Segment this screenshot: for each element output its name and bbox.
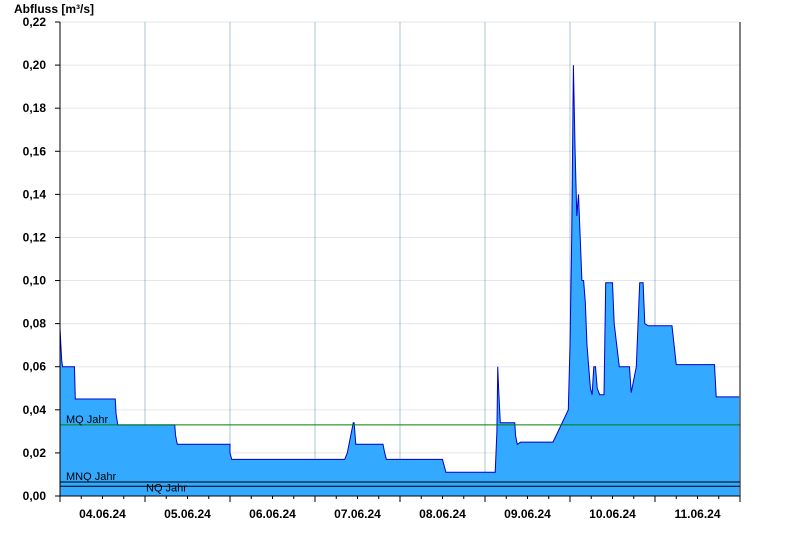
- area-layer: [59, 65, 740, 496]
- x-tick-label-5: 09.06.24: [504, 507, 551, 521]
- x-tick-label-2: 06.06.24: [249, 507, 296, 521]
- y-axis-title: Abfluss [m³/s]: [14, 2, 94, 16]
- axis-layer: 0,00 0,02 0,04 0,06 0,08 0,10 0,12 0,14 0,16 0,18…: [23, 15, 741, 521]
- y-tick-label-10: 0,20: [23, 58, 47, 72]
- x-tick-label-0: 04.06.24: [79, 507, 126, 521]
- y-tick-label-8: 0,16: [23, 144, 47, 158]
- y-tick-label-2: 0,04: [23, 403, 47, 417]
- x-tick-label-1: 05.06.24: [164, 507, 211, 521]
- x-tick-label-4: 08.06.24: [419, 507, 466, 521]
- grid-layer: [60, 21, 740, 496]
- discharge-line: [59, 65, 740, 473]
- y-tick-label-5: 0,10: [23, 274, 47, 288]
- ref-label-0: MQ Jahr: [66, 414, 109, 426]
- y-tick-label-4: 0,08: [23, 317, 47, 331]
- y-tick-label-0: 0,00: [23, 489, 47, 503]
- reference-lines: MQ Jahr MNQ Jahr NQ Jahr: [60, 414, 740, 494]
- x-tick-label-6: 10.06.24: [589, 507, 636, 521]
- y-tick-label-1: 0,02: [23, 446, 47, 460]
- ref-label-1: MNQ Jahr: [66, 471, 116, 483]
- x-tick-label-3: 07.06.24: [334, 507, 381, 521]
- ref-label-2: NQ Jahr: [146, 482, 187, 494]
- x-tick-label-7: 11.06.24: [674, 507, 720, 521]
- y-tick-label-9: 0,18: [23, 101, 47, 115]
- y-tick-label-11: 0,22: [23, 15, 47, 29]
- y-tick-label-3: 0,06: [23, 360, 47, 374]
- y-tick-label-6: 0,12: [23, 230, 47, 244]
- y-tick-label-7: 0,14: [23, 187, 47, 201]
